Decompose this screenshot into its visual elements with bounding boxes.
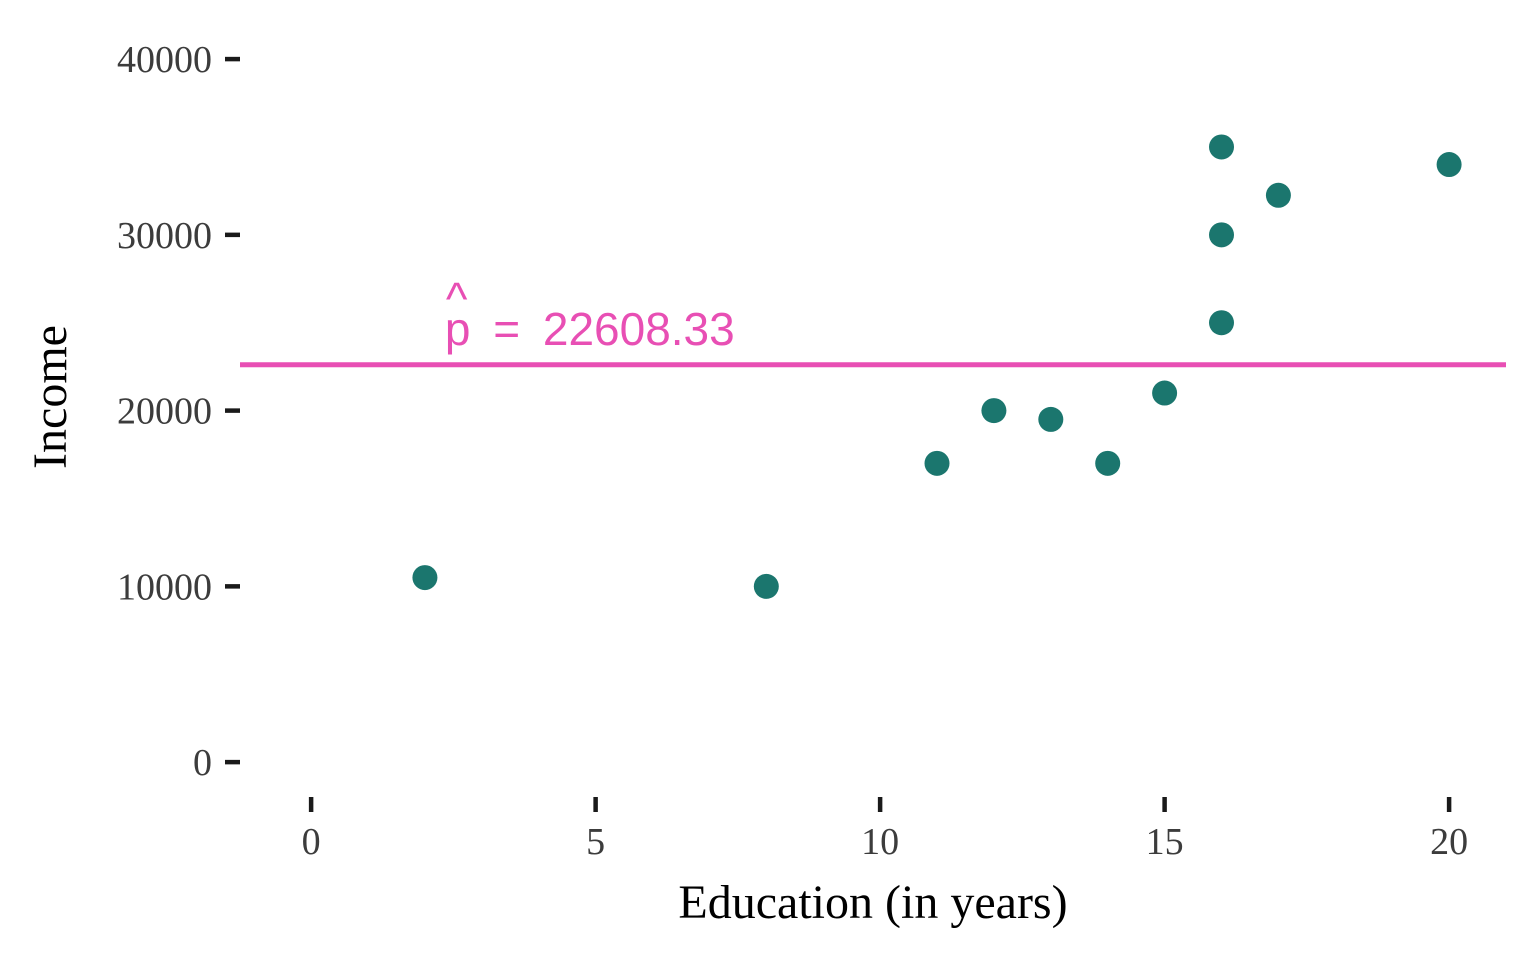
data-point (1095, 450, 1121, 476)
data-points (412, 134, 1462, 599)
y-tick-label: 10000 (117, 566, 212, 608)
mean-symbol: p (445, 303, 471, 355)
mean-reference: p = 22608.33 ^ (240, 273, 1506, 368)
data-point (1209, 134, 1235, 160)
data-point (412, 565, 438, 591)
data-point (1152, 380, 1178, 406)
y-tick-label: 0 (193, 742, 212, 784)
y-tick-label: 30000 (117, 215, 212, 257)
x-tick-label: 10 (861, 821, 899, 863)
data-point (1038, 406, 1064, 432)
data-point (1265, 182, 1291, 208)
x-tick-label: 0 (302, 821, 321, 863)
data-point (924, 450, 950, 476)
data-point (753, 573, 779, 599)
x-tick-label: 20 (1430, 821, 1468, 863)
y-axis-title: Income (24, 325, 77, 469)
x-tick-label: 15 (1146, 821, 1184, 863)
x-tick-label: 5 (586, 821, 605, 863)
data-point (1209, 222, 1235, 248)
data-point (1209, 310, 1235, 336)
mean-hat: ^ (446, 273, 468, 325)
data-point (981, 398, 1007, 424)
y-tick-label: 40000 (117, 39, 212, 81)
x-axis: 0 5 10 15 20 (302, 797, 1468, 863)
mean-equals: = (493, 303, 520, 355)
data-point (1436, 152, 1462, 178)
y-axis: 0 10000 20000 30000 40000 (117, 39, 240, 784)
y-tick-label: 20000 (117, 391, 212, 433)
mean-reference-label: p = 22608.33 (445, 303, 735, 355)
mean-value: 22608.33 (543, 303, 735, 355)
x-axis-title: Education (in years) (678, 876, 1067, 929)
